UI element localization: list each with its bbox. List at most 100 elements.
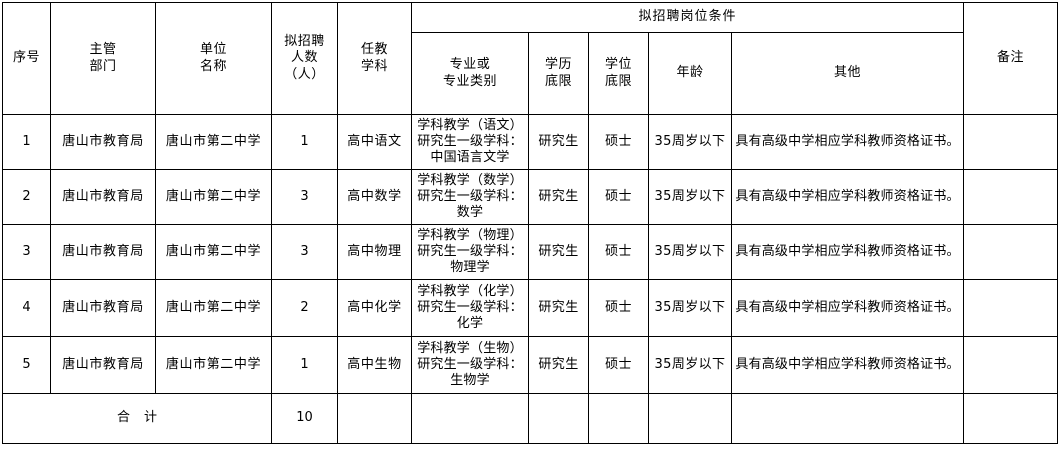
cell-department: 唐山市教育局 (50, 279, 156, 337)
cell-headcount: 1 (271, 336, 338, 394)
cell-education: 研究生 (528, 279, 589, 337)
cell-age: 35周岁以下 (648, 224, 732, 280)
column-header-degree-line1: 学位 (604, 57, 632, 73)
cell-degree: 硕士 (588, 224, 649, 280)
total-major (411, 393, 529, 444)
cell-major: 学科教学（生物） 研究生一级学科： 生物学 (411, 336, 529, 394)
cell-major-line2: 研究生一级学科： (417, 299, 523, 315)
column-header-major-line1: 专业或 (449, 57, 491, 73)
total-education (528, 393, 589, 444)
cell-major-line1: 学科教学（化学） (417, 283, 523, 299)
column-header-headcount-line2: 人数 (290, 50, 318, 66)
table-row: 5 唐山市教育局 唐山市第二中学 1 高中生物 学科教学（生物） 研究生一级学科… (2, 336, 1059, 394)
column-header-age: 年龄 (648, 32, 732, 115)
cell-major-line3: 生物学 (450, 373, 490, 389)
cell-major-line3: 化学 (456, 316, 484, 332)
column-header-remark: 备注 (963, 2, 1059, 115)
cell-unit: 唐山市第二中学 (155, 279, 272, 337)
cell-subject: 高中生物 (337, 336, 412, 394)
cell-education: 研究生 (528, 336, 589, 394)
cell-headcount: 1 (271, 114, 338, 170)
cell-subject: 高中数学 (337, 169, 412, 225)
column-header-unit: 单位 名称 (155, 2, 272, 115)
total-degree (588, 393, 649, 444)
cell-major: 学科教学（语文） 研究生一级学科： 中国语言文学 (411, 114, 529, 170)
table-row: 4 唐山市教育局 唐山市第二中学 2 高中化学 学科教学（化学） 研究生一级学科… (2, 279, 1059, 337)
cell-other: 具有高级中学相应学科教师资格证书。 (730, 224, 965, 280)
cell-remark (963, 114, 1059, 170)
column-header-major-line2: 专业类别 (442, 73, 497, 89)
table-total-row: 合计 10 (2, 393, 1059, 444)
column-header-subject-line1: 任教 (360, 42, 388, 58)
column-header-education: 学历 底限 (528, 32, 589, 115)
cell-other: 具有高级中学相应学科教师资格证书。 (730, 336, 965, 394)
column-header-unit-line2: 名称 (199, 58, 227, 74)
header-row-top: 序号 主管 部门 单位 名称 拟招聘 人数 （人） 任教 学科 (2, 2, 1059, 115)
table-row: 1 唐山市教育局 唐山市第二中学 1 高中语文 学科教学（语文） 研究生一级学科… (2, 114, 1059, 170)
column-header-headcount: 拟招聘 人数 （人） (271, 2, 338, 115)
cell-degree: 硕士 (588, 169, 649, 225)
cell-department: 唐山市教育局 (50, 224, 156, 280)
cell-index: 5 (2, 336, 51, 394)
cell-major-line1: 学科教学（数学） (417, 172, 523, 188)
cell-major-line3: 中国语言文学 (430, 150, 510, 166)
cell-age: 35周岁以下 (648, 336, 732, 394)
cell-major-line1: 学科教学（生物） (417, 340, 523, 356)
cell-other: 具有高级中学相应学科教师资格证书。 (730, 114, 965, 170)
table-body: 1 唐山市教育局 唐山市第二中学 1 高中语文 学科教学（语文） 研究生一级学科… (2, 114, 1059, 444)
cell-headcount: 3 (271, 224, 338, 280)
cell-education: 研究生 (528, 224, 589, 280)
cell-department: 唐山市教育局 (50, 169, 156, 225)
column-header-other: 其他 (730, 32, 965, 115)
column-header-education-line1: 学历 (544, 57, 572, 73)
cell-remark (963, 169, 1059, 225)
column-header-headcount-line1: 拟招聘 (284, 34, 325, 50)
column-header-headcount-line3: （人） (284, 66, 325, 82)
total-label: 合计 (2, 393, 272, 444)
cell-major-line2: 研究生一级学科： (417, 243, 523, 259)
column-header-subject-line2: 学科 (360, 58, 388, 74)
cell-other: 具有高级中学相应学科教师资格证书。 (730, 169, 965, 225)
column-header-department-line2: 部门 (89, 58, 117, 74)
cell-subject: 高中物理 (337, 224, 412, 280)
cell-degree: 硕士 (588, 336, 649, 394)
cell-unit: 唐山市第二中学 (155, 336, 272, 394)
column-header-degree-line2: 底限 (604, 73, 632, 89)
total-headcount: 10 (271, 393, 338, 444)
cell-remark (963, 224, 1059, 280)
cell-degree: 硕士 (588, 279, 649, 337)
cell-education: 研究生 (528, 114, 589, 170)
cell-major-line2: 研究生一级学科： (417, 188, 523, 204)
cell-major: 学科教学（数学） 研究生一级学科： 数学 (411, 169, 529, 225)
cell-index: 1 (2, 114, 51, 170)
cell-subject: 高中化学 (337, 279, 412, 337)
cell-unit: 唐山市第二中学 (155, 224, 272, 280)
cell-age: 35周岁以下 (648, 169, 732, 225)
cell-education: 研究生 (528, 169, 589, 225)
column-header-unit-line1: 单位 (199, 42, 227, 58)
cell-unit: 唐山市第二中学 (155, 114, 272, 170)
cell-degree: 硕士 (588, 114, 649, 170)
total-subject (337, 393, 412, 444)
cell-unit: 唐山市第二中学 (155, 169, 272, 225)
column-header-group-conditions: 拟招聘岗位条件 (410, 2, 965, 33)
column-header-department: 主管 部门 (50, 2, 156, 115)
column-header-department-line1: 主管 (89, 42, 117, 58)
cell-subject: 高中语文 (337, 114, 412, 170)
cell-age: 35周岁以下 (648, 114, 732, 170)
column-header-subject: 任教 学科 (337, 2, 412, 115)
column-header-index: 序号 (2, 2, 51, 115)
cell-major-line3: 数学 (456, 205, 484, 221)
column-header-other-line1: 其他 (834, 65, 862, 81)
cell-remark (963, 279, 1059, 337)
table-row: 2 唐山市教育局 唐山市第二中学 3 高中数学 学科教学（数学） 研究生一级学科… (2, 169, 1059, 225)
cell-major-line2: 研究生一级学科： (417, 133, 523, 149)
column-header-major: 专业或 专业类别 (411, 32, 529, 115)
total-remark (963, 393, 1059, 444)
table-header: 序号 主管 部门 单位 名称 拟招聘 人数 （人） 任教 学科 (2, 2, 1059, 115)
header-row-sub: 专业或 专业类别 学历 底限 学位 底限 年龄 其他 (3, 32, 1058, 115)
cell-department: 唐山市教育局 (50, 114, 156, 170)
cell-other: 具有高级中学相应学科教师资格证书。 (730, 279, 965, 337)
cell-major: 学科教学（物理） 研究生一级学科： 物理学 (411, 224, 529, 280)
